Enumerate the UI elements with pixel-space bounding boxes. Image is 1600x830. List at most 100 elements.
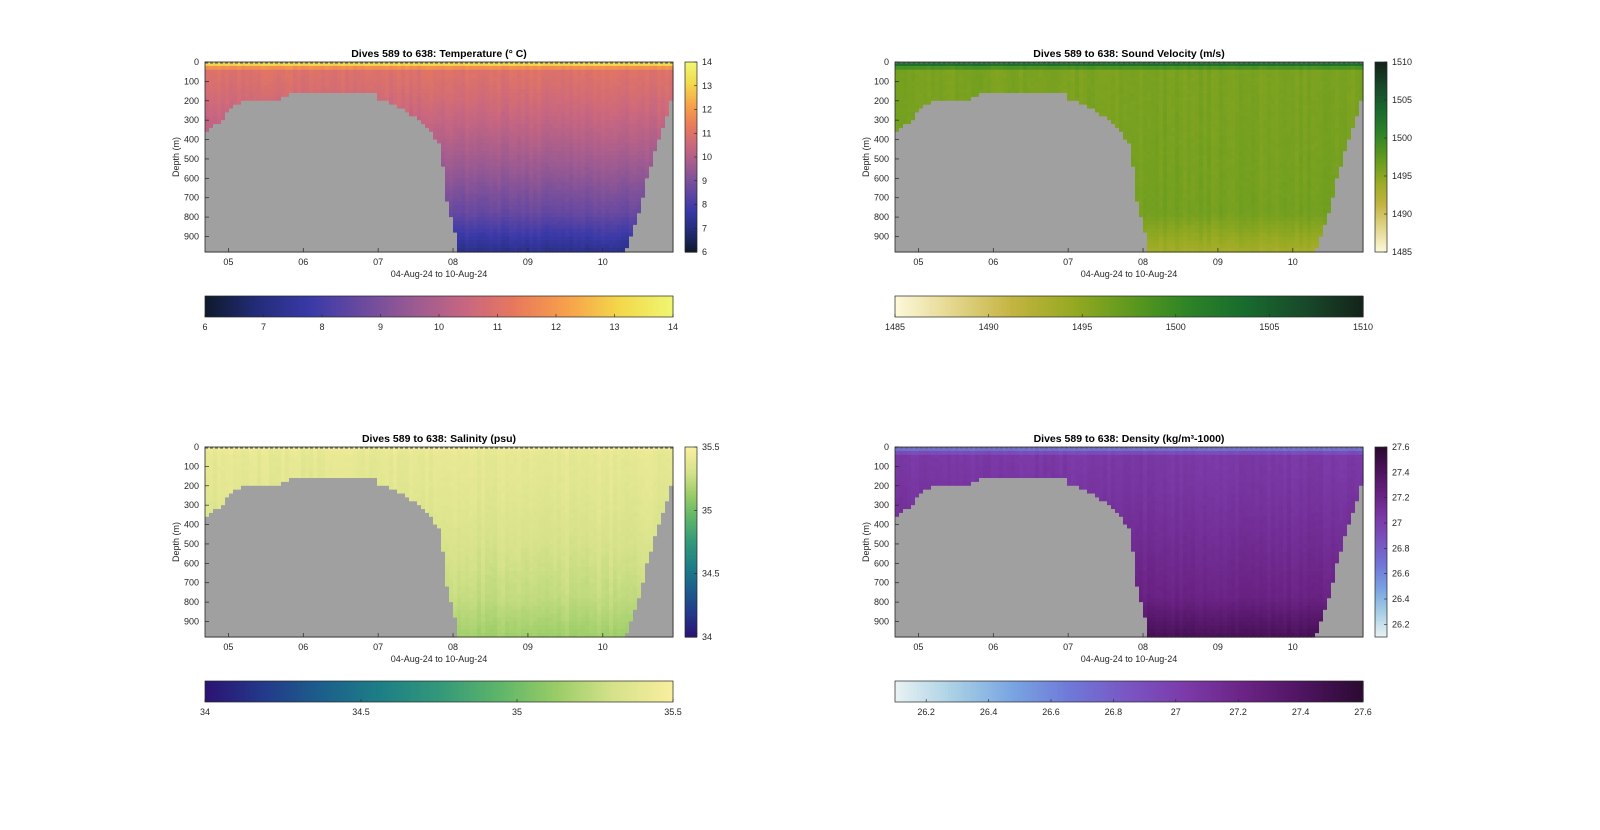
- unsampled-cell: [381, 105, 386, 109]
- heatmap-cell: [269, 97, 274, 101]
- heatmap-cell: [517, 159, 522, 163]
- unsampled-cell: [353, 105, 358, 109]
- heatmap-cell: [429, 66, 434, 70]
- heatmap-cell: [453, 124, 458, 128]
- heatmap-cell: [477, 178, 482, 182]
- unsampled-cell: [293, 202, 298, 206]
- heatmap-cell: [473, 66, 478, 70]
- heatmap-cell: [553, 112, 558, 116]
- unsampled-cell: [241, 105, 246, 109]
- heatmap-cell: [357, 74, 362, 78]
- unsampled-cell: [309, 233, 314, 237]
- heatmap-cell: [589, 89, 594, 93]
- unsampled-cell: [389, 213, 394, 217]
- unsampled-cell: [281, 217, 286, 221]
- heatmap-cell: [517, 174, 522, 178]
- heatmap-cell: [521, 198, 526, 202]
- heatmap-cell: [525, 89, 530, 93]
- unsampled-cell: [245, 132, 250, 136]
- heatmap-cell: [585, 66, 590, 70]
- unsampled-cell: [241, 190, 246, 194]
- heatmap-cell: [521, 105, 526, 109]
- unsampled-cell: [429, 174, 434, 178]
- heatmap-cell: [345, 78, 350, 82]
- unsampled-cell: [337, 229, 342, 233]
- unsampled-cell: [301, 182, 306, 186]
- unsampled-cell: [369, 155, 374, 159]
- unsampled-cell: [365, 244, 370, 248]
- unsampled-cell: [257, 229, 262, 233]
- unsampled-cell: [373, 171, 378, 175]
- unsampled-cell: [229, 229, 234, 233]
- heatmap-cell: [517, 89, 522, 93]
- unsampled-cell: [361, 221, 366, 225]
- unsampled-cell: [265, 186, 270, 190]
- heatmap-cell: [533, 240, 538, 244]
- heatmap-cell: [565, 205, 570, 209]
- unsampled-cell: [317, 120, 322, 124]
- heatmap-cell: [609, 147, 614, 151]
- unsampled-cell: [361, 240, 366, 244]
- unsampled-cell: [289, 229, 294, 233]
- unsampled-cell: [241, 186, 246, 190]
- heatmap-cell: [421, 81, 426, 85]
- heatmap-cell: [469, 213, 474, 217]
- heatmap-cell: [597, 70, 602, 74]
- heatmap-cell: [489, 116, 494, 120]
- heatmap-cell: [537, 182, 542, 186]
- unsampled-cell: [225, 147, 230, 151]
- heatmap-cell: [481, 128, 486, 132]
- unsampled-cell: [401, 124, 406, 128]
- unsampled-cell: [361, 217, 366, 221]
- heatmap-cell: [489, 163, 494, 167]
- unsampled-cell: [321, 171, 326, 175]
- unsampled-cell: [397, 194, 402, 198]
- unsampled-cell: [285, 174, 290, 178]
- heatmap-cell: [577, 190, 582, 194]
- unsampled-cell: [397, 217, 402, 221]
- unsampled-cell: [221, 155, 226, 159]
- unsampled-cell: [425, 163, 430, 167]
- heatmap-cell: [593, 205, 598, 209]
- heatmap-cell: [241, 81, 246, 85]
- heatmap-cell: [605, 198, 610, 202]
- unsampled-cell: [305, 151, 310, 155]
- unsampled-cell: [353, 202, 358, 206]
- unsampled-cell: [237, 147, 242, 151]
- unsampled-cell: [225, 194, 230, 198]
- unsampled-cell: [421, 143, 426, 147]
- heatmap-cell: [457, 155, 462, 159]
- heatmap-cell: [525, 116, 530, 120]
- unsampled-cell: [317, 233, 322, 237]
- heatmap-cell: [493, 159, 498, 163]
- heatmap-cell: [585, 109, 590, 113]
- heatmap-cell: [565, 109, 570, 113]
- heatmap-cell: [469, 182, 474, 186]
- unsampled-cell: [313, 186, 318, 190]
- heatmap-cell: [593, 116, 598, 120]
- heatmap-cell: [477, 221, 482, 225]
- unsampled-cell: [273, 159, 278, 163]
- unsampled-cell: [345, 217, 350, 221]
- unsampled-cell: [401, 120, 406, 124]
- unsampled-cell: [285, 136, 290, 140]
- heatmap-cell: [513, 155, 518, 159]
- unsampled-cell: [245, 128, 250, 132]
- heatmap-cell: [601, 233, 606, 237]
- unsampled-cell: [309, 116, 314, 120]
- heatmap-cell: [221, 78, 226, 82]
- unsampled-cell: [417, 221, 422, 225]
- heatmap-cell: [505, 128, 510, 132]
- heatmap-cell: [225, 89, 230, 93]
- unsampled-cell: [273, 236, 278, 240]
- unsampled-cell: [257, 236, 262, 240]
- unsampled-cell: [401, 143, 406, 147]
- heatmap-cell: [405, 85, 410, 89]
- unsampled-cell: [401, 186, 406, 190]
- heatmap-cell: [237, 66, 242, 70]
- unsampled-cell: [325, 97, 330, 101]
- heatmap-cell: [469, 221, 474, 225]
- heatmap-cell: [537, 217, 542, 221]
- unsampled-cell: [281, 194, 286, 198]
- heatmap-cell: [289, 78, 294, 82]
